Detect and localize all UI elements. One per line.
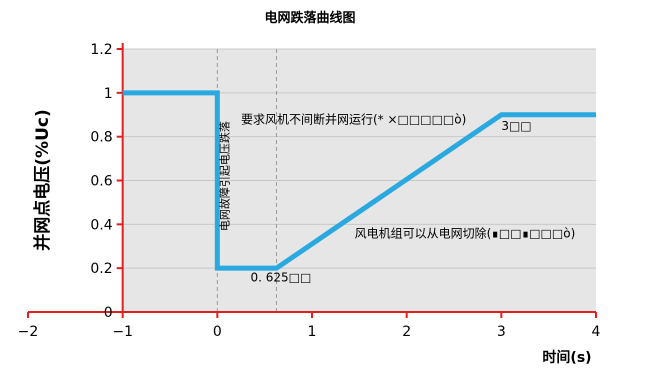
x-tick-label: 2 xyxy=(402,324,411,340)
y-tick-label: 0 xyxy=(104,305,113,321)
chart-title: 电网跌落曲线图 xyxy=(264,10,355,26)
x-tick-label: −2 xyxy=(18,324,39,340)
annotation-vertical: 电网故障引起电压跌落 xyxy=(218,121,232,231)
plot-area: −2 −1 0 1 2 3 4 0 0.2 0.4 0.6 0.8 1 1.2 要求风机不间断并网运行(* … xyxy=(18,42,601,340)
annotation: 3□□ xyxy=(501,119,531,133)
x-tick-label: 1 xyxy=(308,324,317,340)
annotation: 0. 625□□ xyxy=(250,270,311,284)
series-line xyxy=(122,90,596,271)
y-tick-label: 0.4 xyxy=(90,217,112,233)
y-tick-label: 0.8 xyxy=(90,130,112,146)
y-tick-label: 1.2 xyxy=(90,42,112,58)
annotation: 要求风机不间断并网运行(* ×□□□□□ò) xyxy=(241,112,466,127)
x-tick-label: 4 xyxy=(592,324,601,340)
y-tick-label: 0.2 xyxy=(90,261,112,277)
x-axis-label: 时间(s) xyxy=(542,349,591,366)
y-tick-label: 0.6 xyxy=(90,174,112,190)
x-tick-label: −1 xyxy=(112,324,133,340)
annotation: 风电机组可以从电网切除(∎□□∎□□□ò) xyxy=(355,225,576,240)
x-tick-label: 3 xyxy=(497,324,506,340)
x-tick-label: 0 xyxy=(213,324,222,340)
y-axis-label: 并网点电压(%Uc) xyxy=(32,109,53,250)
y-tick-label: 1 xyxy=(104,86,113,102)
